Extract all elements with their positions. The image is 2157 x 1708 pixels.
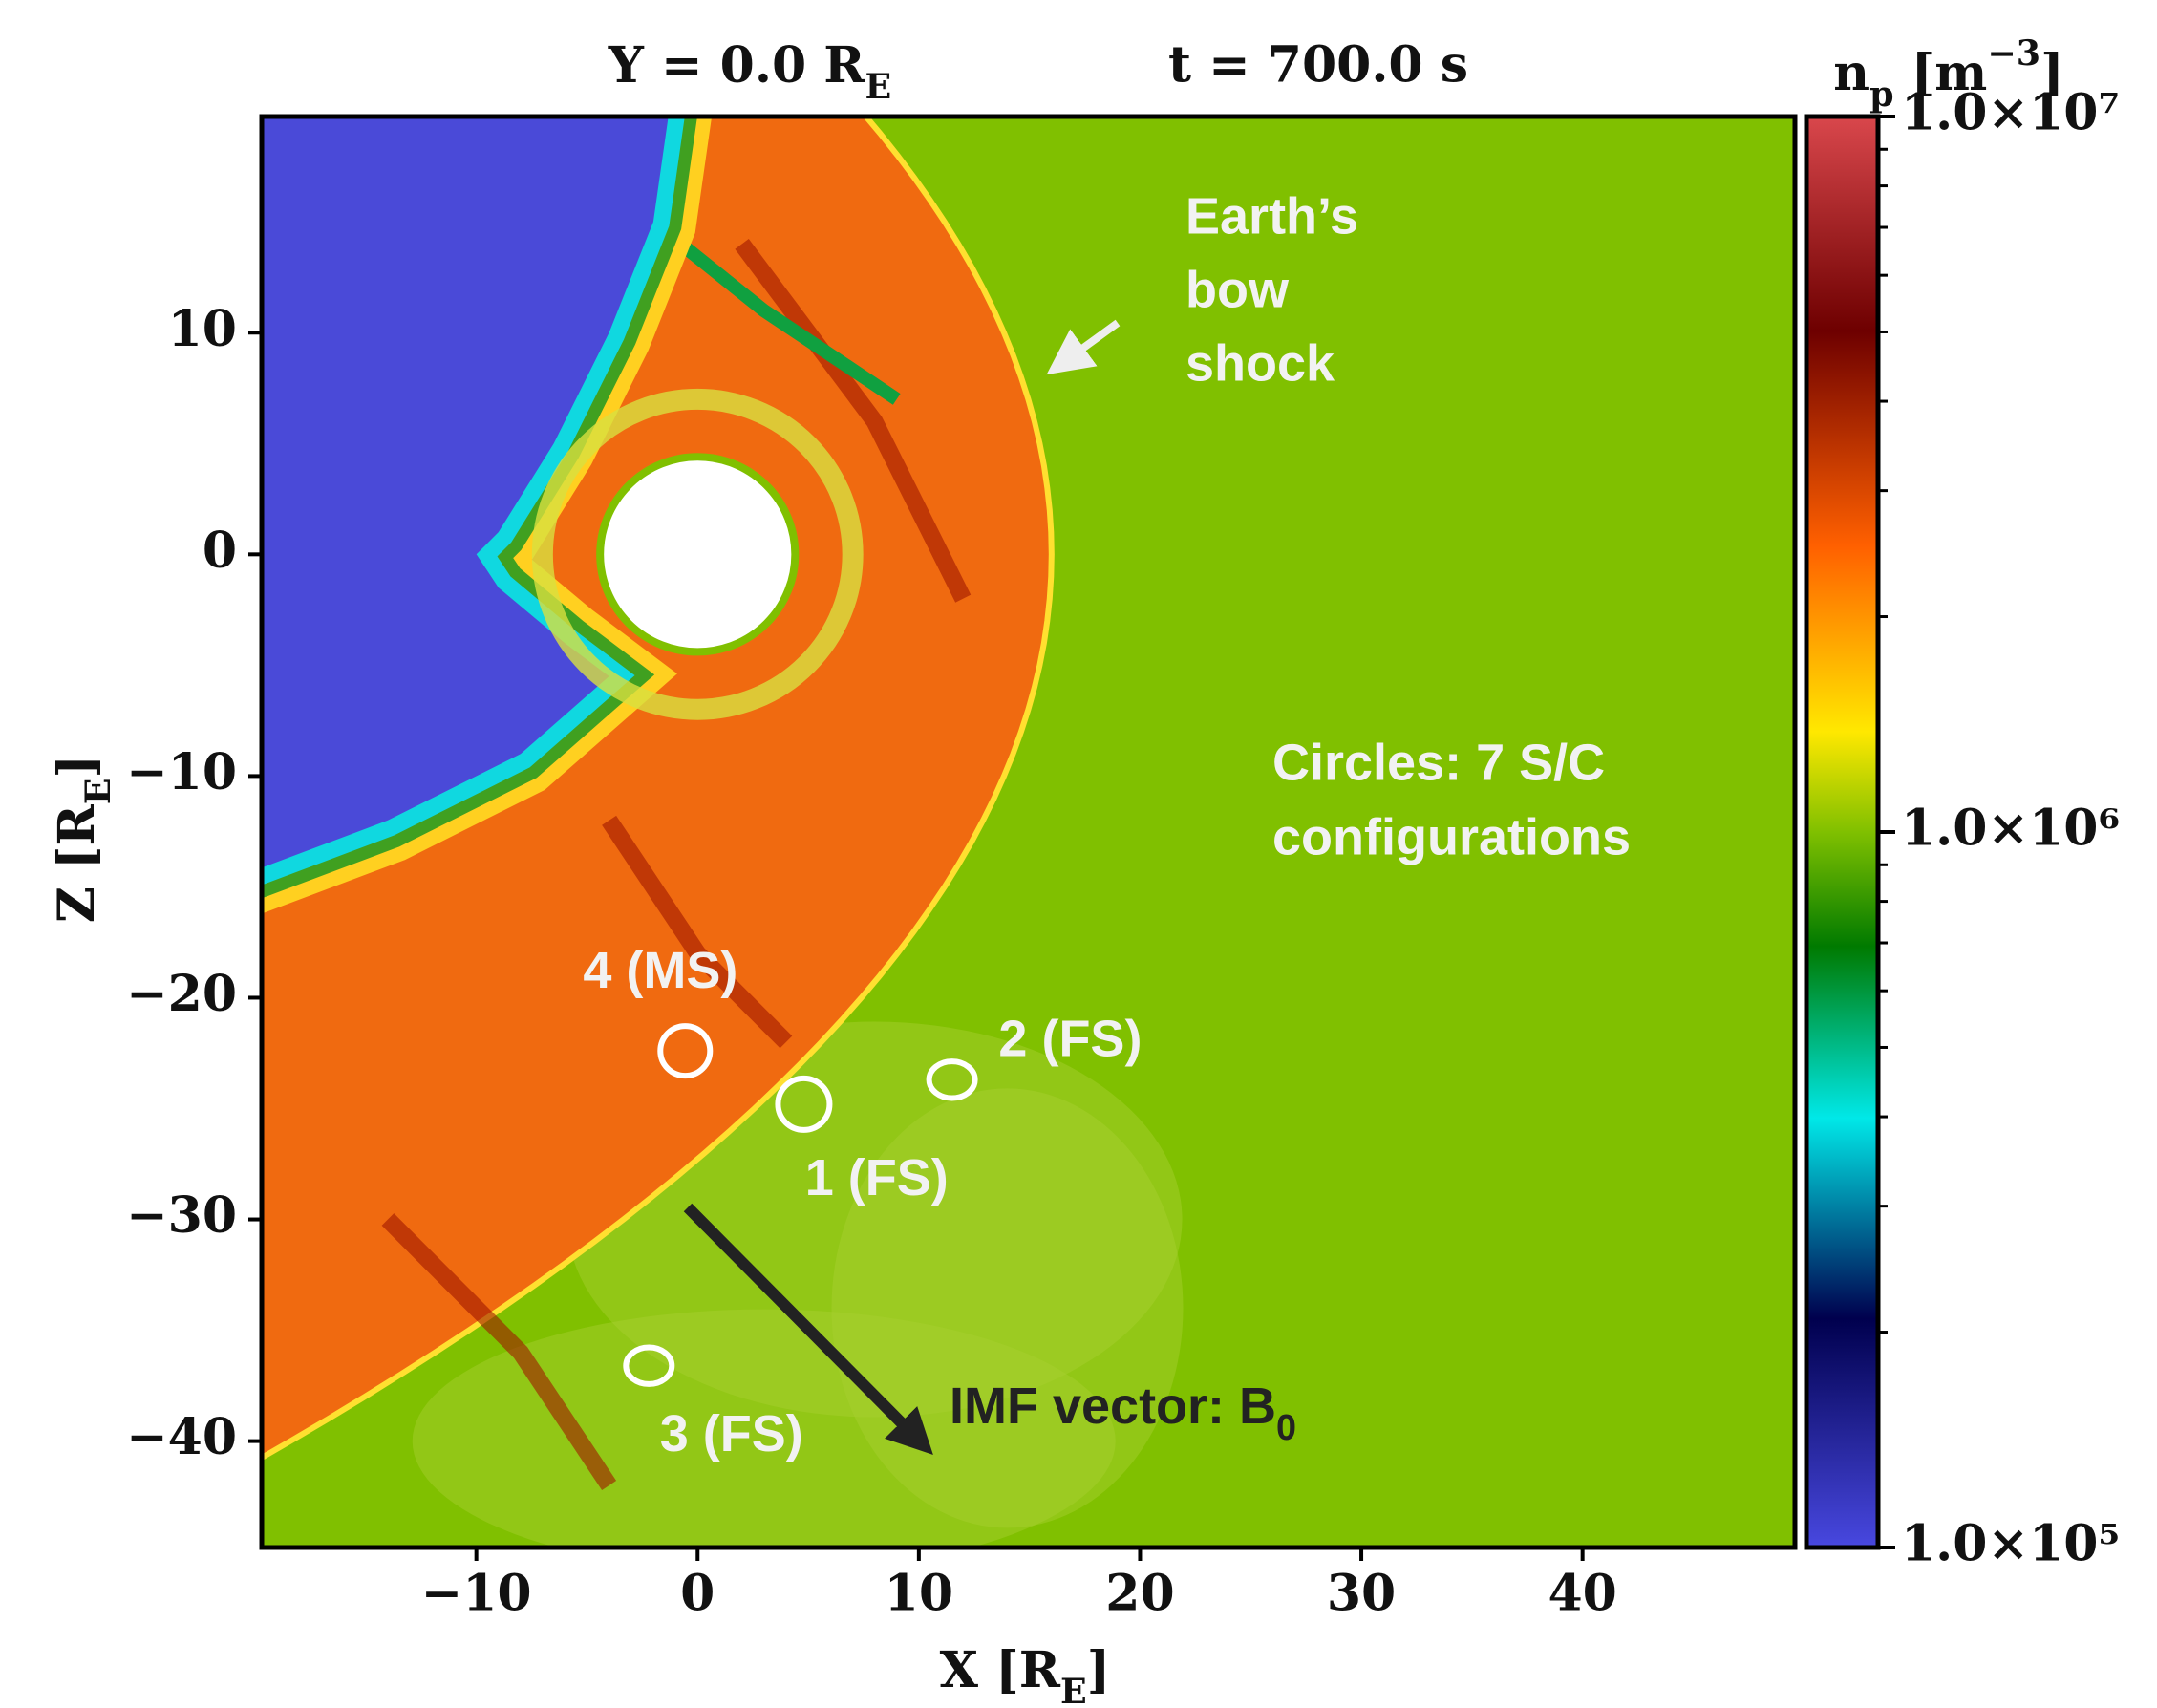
imf-label-part: 0	[1276, 1408, 1296, 1448]
y-tick-label: −20	[126, 965, 237, 1023]
spacecraft-label: 3 (FS)	[660, 1405, 803, 1462]
imf-arrow	[683, 1203, 933, 1456]
colorbar-label-part: p	[1869, 74, 1893, 115]
flux-rope	[649, 216, 901, 405]
y-tick-label: 0	[203, 522, 237, 580]
imf-label-part: IMF vector: B	[950, 1377, 1276, 1435]
inner-ring	[531, 388, 864, 720]
title-left: Y = 0.0 RE	[608, 36, 891, 108]
y-tick-label: −10	[126, 743, 237, 801]
x-tick-label: 30	[1327, 1565, 1396, 1623]
x-axis-label-part: ]	[1087, 1641, 1111, 1699]
colorbar-label-part: [m	[1894, 44, 1988, 102]
bow-shock-arrow	[1046, 319, 1121, 375]
title-right: t = 700.0 s	[1168, 36, 1468, 95]
x-tick-label: 0	[680, 1565, 715, 1623]
spacecraft-circle	[623, 1344, 675, 1387]
foreshock-patch	[412, 1309, 1116, 1548]
circles-label: Circles: 7 S/C	[1272, 734, 1605, 791]
colorbar-tick-label: 1.0×10⁶	[1901, 800, 2120, 858]
x-axis-label-part: X [R	[940, 1641, 1061, 1699]
spacecraft-label: 2 (FS)	[998, 1011, 1142, 1068]
x-axis-label: X [RE]	[940, 1641, 1111, 1708]
x-tick-label: −10	[421, 1565, 532, 1623]
spacecraft-circle	[926, 1058, 978, 1101]
y-axis-label: Z [RE]	[48, 755, 119, 923]
plot-frame	[259, 114, 1798, 1550]
colorbar-label: np [m−3]	[1833, 32, 2063, 115]
x-tick-label: 40	[1548, 1565, 1616, 1623]
colorbar-label-part: n	[1833, 44, 1869, 102]
bow-shock-label: Earth’s	[1185, 187, 1358, 245]
magnetosphere	[262, 117, 669, 868]
title-left-part: E	[865, 66, 891, 107]
title-left-part: Y = 0.0 R	[608, 36, 865, 95]
bow-shock-label: bow	[1185, 261, 1290, 318]
y-tick-label: −40	[126, 1408, 237, 1466]
colorbar-label-part: ]	[2040, 44, 2064, 102]
spacecraft-label: 1 (FS)	[805, 1149, 949, 1206]
y-axis-label-part: Z [R	[48, 803, 106, 923]
x-tick-label: 10	[885, 1565, 953, 1623]
colorbar-label-part: −3	[1987, 32, 2040, 74]
x-tick-label: 20	[1105, 1565, 1174, 1623]
imf-label: IMF vector: B0	[950, 1377, 1296, 1448]
spacecraft-circle	[657, 1023, 714, 1079]
circles-label: configurations	[1272, 808, 1631, 865]
y-axis-label-part: ]	[48, 755, 106, 779]
density-field	[262, 117, 1795, 1548]
sheath-streak	[735, 239, 972, 603]
earth	[596, 453, 800, 656]
spacecraft-label: 4 (MS)	[583, 942, 737, 999]
x-axis-label-part: E	[1060, 1671, 1087, 1708]
colorbar-tick-label: 1.0×10⁷	[1901, 84, 2120, 142]
spacecraft-circle	[775, 1075, 833, 1133]
y-tick-label: 10	[168, 300, 237, 358]
sheath-streak	[381, 1213, 617, 1490]
bow-shock-label: shock	[1185, 334, 1335, 392]
y-tick-label: −30	[126, 1186, 237, 1245]
colorbar	[1804, 114, 1881, 1550]
sheath-streak	[602, 815, 793, 1049]
colorbar-tick-label: 1.0×10⁵	[1901, 1515, 2120, 1573]
y-axis-label-part: E	[77, 778, 118, 804]
